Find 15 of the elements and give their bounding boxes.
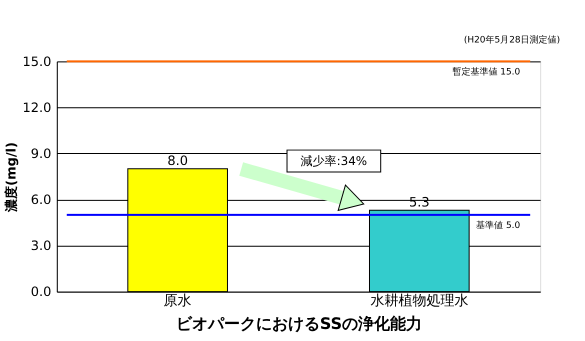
x-tick-label: 水耕植物処理水 <box>370 293 468 310</box>
ref-line-label: 暫定基準値 15.0 <box>452 66 521 78</box>
data-label: 8.0 <box>167 154 188 169</box>
y-tick-label: 12.0 <box>22 100 52 116</box>
y-tick-label: 0.0 <box>30 285 52 300</box>
annotation: 減少率:34% <box>300 154 368 168</box>
y-tick-label: 9.0 <box>30 146 52 162</box>
y-tick-label: 3.0 <box>30 239 52 254</box>
y-tick-label: 6.0 <box>30 192 52 208</box>
x-tick-label: 原水 <box>164 293 192 310</box>
x-axis-title: ビオパークにおけるSSの浄化能力 <box>176 314 422 333</box>
y-tick-label: 15.0 <box>22 54 52 70</box>
y-axis-title: 濃度(mg/l) <box>4 142 20 213</box>
ref-line-label: 基準値 5.0 <box>476 220 521 231</box>
text: (H20年5月28日測定値) <box>464 34 560 46</box>
